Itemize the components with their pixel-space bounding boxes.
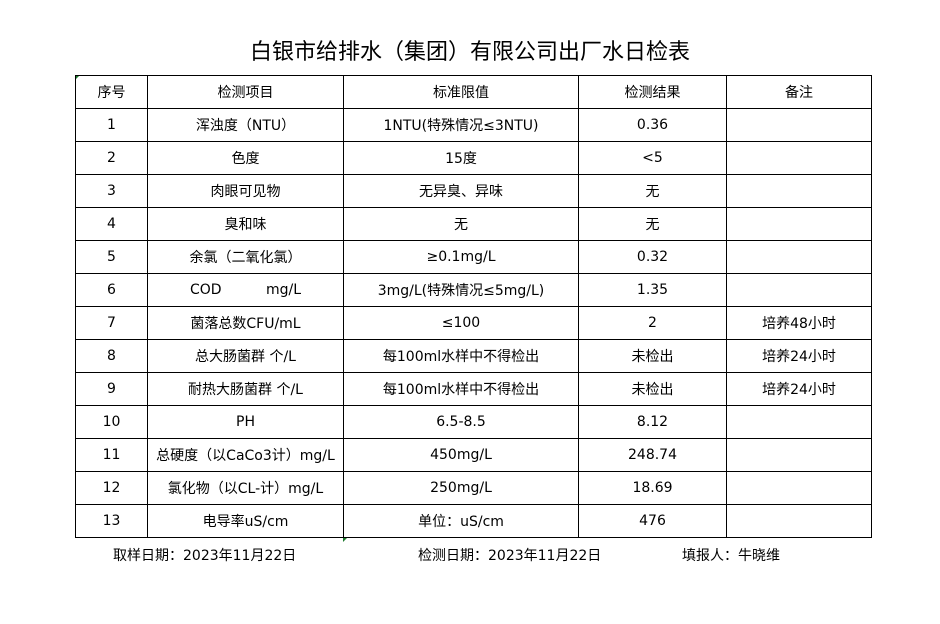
header-cell[interactable]: 序号 xyxy=(75,75,148,109)
standard-limit-cell[interactable]: 无异臭、异味 xyxy=(343,174,579,208)
test-item-cell[interactable]: 色度 xyxy=(147,141,344,175)
page-title: 白银市给排水（集团）有限公司出厂水日检表 xyxy=(249,40,690,65)
remark-cell[interactable] xyxy=(726,471,872,505)
test-result-cell[interactable]: 2 xyxy=(578,306,727,340)
remark-cell[interactable] xyxy=(726,174,872,208)
table-row: 1 浑浊度（NTU） 1NTU(特殊情况≤3NTU) 0.36 xyxy=(75,108,872,142)
test-item-cell[interactable]: 菌落总数CFU/mL xyxy=(147,306,344,340)
standard-limit-cell[interactable]: 单位：uS/cm xyxy=(343,504,579,538)
row-number-cell[interactable]: 3 xyxy=(75,174,148,208)
standard-limit-cell[interactable]: 450mg/L xyxy=(343,438,579,472)
test-item-cell[interactable]: 耐热大肠菌群 个/L xyxy=(147,372,344,406)
row-number-cell[interactable]: 11 xyxy=(75,438,148,472)
row-number-cell[interactable]: 12 xyxy=(75,471,148,505)
header-cell[interactable]: 检测项目 xyxy=(147,75,344,109)
table-row: 3 肉眼可见物 无异臭、异味无 xyxy=(75,174,872,208)
row-number-cell[interactable]: 7 xyxy=(75,306,148,340)
table-row: 6 COD mg/L 3mg/L(特殊情况≤5mg/L) 1.35 xyxy=(75,273,872,307)
row-number-cell[interactable]: 5 xyxy=(75,240,148,274)
remark-cell[interactable] xyxy=(726,108,872,142)
remark-cell[interactable] xyxy=(726,504,872,538)
table-row: 12 氯化物（以CL-计）mg/L 250mg/L 18.69 xyxy=(75,471,872,505)
row-number-cell[interactable]: 2 xyxy=(75,141,148,175)
test-item-cell[interactable]: 浑浊度（NTU） xyxy=(147,108,344,142)
table-row: 2 色度 15度 <5 xyxy=(75,141,872,175)
standard-limit-cell[interactable]: 250mg/L xyxy=(343,471,579,505)
test-item-cell[interactable]: 氯化物（以CL-计）mg/L xyxy=(147,471,344,505)
remark-cell[interactable] xyxy=(726,207,872,241)
table-row: 8 总大肠菌群 个/L 每100ml水样中不得检出 未检出 培养24小时 xyxy=(75,339,872,373)
row-number-cell[interactable]: 10 xyxy=(75,405,148,439)
test-result-cell[interactable]: 无 xyxy=(578,207,727,241)
standard-limit-cell[interactable]: 1NTU(特殊情况≤3NTU) xyxy=(343,108,579,142)
test-item-cell[interactable]: 电导率uS/cm xyxy=(147,504,344,538)
table-row: 11 总硬度（以CaCo3计）mg/L 450mg/L 248.74 xyxy=(75,438,872,472)
test-result-cell[interactable]: 248.74 xyxy=(578,438,727,472)
header-row: 序号 检测项目 标准限值 检测结果 备注 xyxy=(75,75,872,109)
row-number-cell[interactable]: 9 xyxy=(75,372,148,406)
row-number-cell[interactable]: 4 xyxy=(75,207,148,241)
test-result-cell[interactable]: 未检出 xyxy=(578,372,727,406)
test-result-cell[interactable]: 0.36 xyxy=(578,108,727,142)
test-result-cell[interactable]: 无 xyxy=(578,174,727,208)
remark-cell[interactable]: 培养24小时 xyxy=(726,372,872,406)
test-date: 检测日期：2023年11月22日 xyxy=(418,548,602,564)
remark-cell[interactable] xyxy=(726,273,872,307)
header-cell[interactable]: 检测结果 xyxy=(578,75,727,109)
table-row: 7 菌落总数CFU/mL ≤100 2 培养48小时 xyxy=(75,306,872,340)
test-item-cell[interactable]: 总大肠菌群 个/L xyxy=(147,339,344,373)
table-row: 5 余氯（二氧化氯） ≥0.1mg/L 0.32 xyxy=(75,240,872,274)
remark-cell[interactable] xyxy=(726,240,872,274)
inspection-table: 序号 检测项目 标准限值 检测结果 备注 1 浑浊度（NTU） 1NTU(特殊情况≤… xyxy=(75,75,872,538)
standard-limit-cell[interactable]: 15度 xyxy=(343,141,579,175)
test-item-cell[interactable]: COD mg/L xyxy=(147,273,344,307)
table-row: 4 臭和味无无 xyxy=(75,207,872,241)
standard-limit-cell[interactable]: 6.5-8.5 xyxy=(343,405,579,439)
remark-cell[interactable] xyxy=(726,405,872,439)
reporter: 填报人：牛晓维 xyxy=(682,548,780,564)
test-item-cell[interactable]: 余氯（二氧化氯） xyxy=(147,240,344,274)
standard-limit-cell[interactable]: ≥0.1mg/L xyxy=(343,240,579,274)
test-result-cell[interactable]: 18.69 xyxy=(578,471,727,505)
row-number-cell[interactable]: 6 xyxy=(75,273,148,307)
test-result-cell[interactable]: 1.35 xyxy=(578,273,727,307)
standard-limit-cell[interactable]: ≤100 xyxy=(343,306,579,340)
test-item-cell[interactable]: 总硬度（以CaCo3计）mg/L xyxy=(147,438,344,472)
sampling-date: 取样日期：2023年11月22日 xyxy=(113,548,297,564)
test-result-cell[interactable]: 未检出 xyxy=(578,339,727,373)
table-row: 10 PH 6.5-8.5 8.12 xyxy=(75,405,872,439)
table-row: 13 电导率uS/cm 单位：uS/cm 476 xyxy=(75,504,872,538)
standard-limit-cell[interactable]: 无 xyxy=(343,207,579,241)
test-result-cell[interactable]: <5 xyxy=(578,141,727,175)
test-result-cell[interactable]: 476 xyxy=(578,504,727,538)
remark-cell[interactable] xyxy=(726,141,872,175)
standard-limit-cell[interactable]: 每100ml水样中不得检出 xyxy=(343,339,579,373)
test-result-cell[interactable]: 0.32 xyxy=(578,240,727,274)
remark-cell[interactable]: 培养48小时 xyxy=(726,306,872,340)
remark-cell[interactable] xyxy=(726,438,872,472)
row-number-cell[interactable]: 1 xyxy=(75,108,148,142)
test-item-cell[interactable]: 肉眼可见物 xyxy=(147,174,344,208)
remark-cell[interactable]: 培养24小时 xyxy=(726,339,872,373)
table-row: 9 耐热大肠菌群 个/L 每100ml水样中不得检出 未检出 培养24小时 xyxy=(75,372,872,406)
cell-comment-marker xyxy=(343,537,348,542)
standard-limit-cell[interactable]: 3mg/L(特殊情况≤5mg/L) xyxy=(343,273,579,307)
test-item-cell[interactable]: PH xyxy=(147,405,344,439)
row-number-cell[interactable]: 13 xyxy=(75,504,148,538)
header-cell[interactable]: 标准限值 xyxy=(343,75,579,109)
test-result-cell[interactable]: 8.12 xyxy=(578,405,727,439)
row-number-cell[interactable]: 8 xyxy=(75,339,148,373)
header-cell[interactable]: 备注 xyxy=(726,75,872,109)
test-item-cell[interactable]: 臭和味 xyxy=(147,207,344,241)
standard-limit-cell[interactable]: 每100ml水样中不得检出 xyxy=(343,372,579,406)
